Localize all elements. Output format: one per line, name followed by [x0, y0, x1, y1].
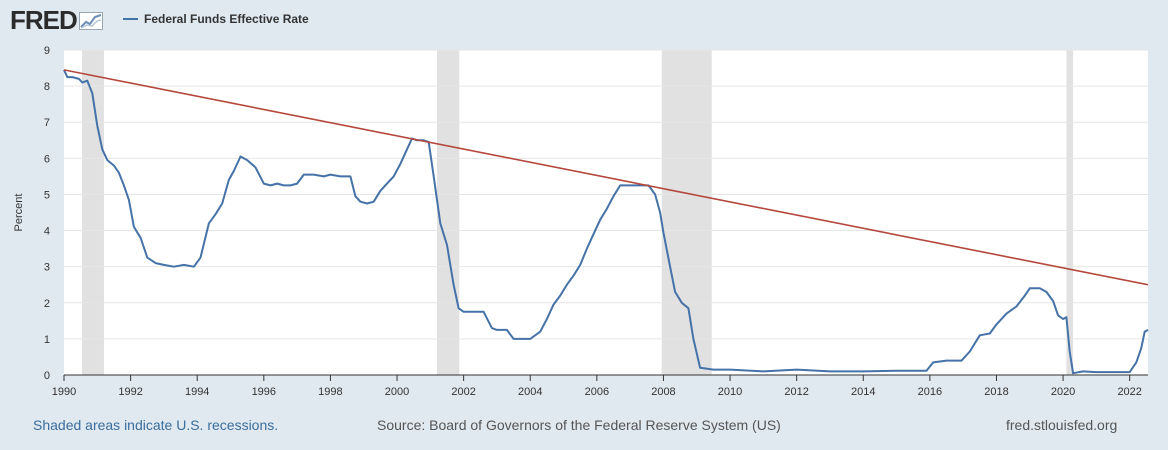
x-tick-label: 2008 — [651, 386, 675, 398]
x-axis-ticks: 1990 1992 1994 1996 1998 2000 2002 2004 2006 2008… — [52, 375, 1142, 398]
recession-band — [661, 50, 712, 375]
y-axis-title: Percent — [13, 194, 25, 232]
x-tick-label: 2006 — [585, 386, 609, 398]
x-tick-label: 2010 — [718, 386, 742, 398]
x-tick-label: 2016 — [918, 386, 942, 398]
y-tick-label: 9 — [44, 45, 50, 57]
y-tick-label: 5 — [44, 189, 50, 201]
x-tick-label: 1994 — [185, 386, 209, 398]
y-tick-label: 0 — [44, 370, 50, 382]
fred-logo[interactable]: FRED — [10, 6, 103, 34]
y-tick-label: 4 — [44, 226, 50, 238]
x-tick-label: 1992 — [118, 386, 142, 398]
y-tick-label: 3 — [44, 262, 50, 274]
x-tick-label: 1998 — [318, 386, 342, 398]
y-tick-label: 2 — [44, 298, 50, 310]
y-tick-label: 7 — [44, 117, 50, 129]
x-tick-label: 2004 — [518, 386, 542, 398]
x-tick-label: 2022 — [1117, 386, 1141, 398]
chart-footer: Shaded areas indicate U.S. recessions. S… — [0, 416, 1168, 436]
legend-swatch — [123, 18, 138, 20]
site-link[interactable]: fred.stlouisfed.org — [1006, 417, 1118, 433]
x-tick-label: 2014 — [851, 386, 875, 398]
fred-logo-text: FRED — [10, 5, 78, 35]
x-tick-label: 2002 — [451, 386, 475, 398]
x-tick-label: 2020 — [1051, 386, 1075, 398]
x-tick-label: 1990 — [52, 386, 76, 398]
plot-background — [64, 50, 1148, 375]
chart-legend[interactable]: Federal Funds Effective Rate — [123, 12, 309, 26]
trendline-layer — [63, 69, 1149, 286]
y-tick-label: 8 — [44, 81, 50, 93]
x-tick-label: 2000 — [385, 386, 409, 398]
x-tick-label: 2012 — [784, 386, 808, 398]
source-note: Source: Board of Governors of the Federa… — [377, 417, 781, 433]
chart-line-icon — [78, 12, 103, 30]
chart-header: FRED Federal Funds Effective Rate — [0, 0, 1168, 40]
series-layer[interactable] — [63, 69, 1149, 375]
y-axis-ticks: 0 1 2 3 4 5 6 7 8 9 — [44, 45, 50, 382]
x-tick-label: 1996 — [252, 386, 276, 398]
recession-note: Shaded areas indicate U.S. recessions. — [33, 417, 279, 433]
legend-series-label: Federal Funds Effective Rate — [144, 12, 309, 26]
recession-band — [436, 50, 460, 375]
recession-band — [1066, 50, 1074, 375]
series-line[interactable] — [63, 69, 1149, 375]
trendline — [63, 69, 1149, 286]
x-tick-label: 2018 — [984, 386, 1008, 398]
y-tick-label: 1 — [44, 334, 50, 346]
recession-shading — [81, 50, 1074, 375]
y-tick-label: 6 — [44, 153, 50, 165]
